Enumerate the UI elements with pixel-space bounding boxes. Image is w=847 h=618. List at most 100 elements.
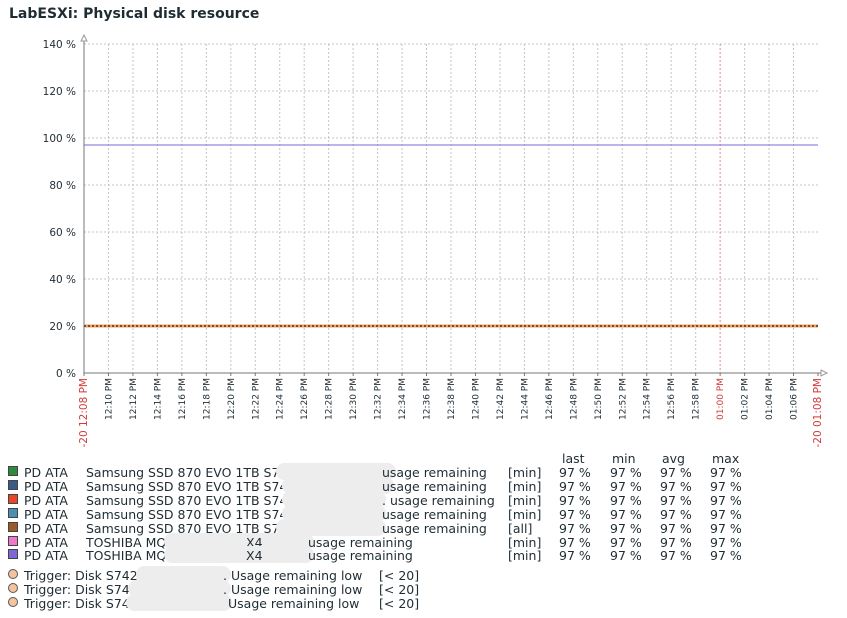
x-tick-label: 12:14 PM: [153, 378, 163, 420]
x-tick-label: 12:16 PM: [178, 378, 188, 420]
x-tick-label: 08-20 12:08 PM: [78, 378, 90, 448]
x-tick-label: 01:02 PM: [741, 378, 751, 420]
trigger-threshold: [< 20]: [379, 568, 420, 583]
trigger-label: Trigger: Disk S742: [24, 568, 138, 583]
x-tick-label: 12:50 PM: [594, 378, 604, 420]
legend-host: PD ATA: [24, 492, 68, 508]
redaction-mask: [126, 594, 232, 611]
legend-row: PD ATA Samsung SSD 870 EVO 1TB S74 . usage…: [8, 490, 768, 508]
trigger-row: Trigger: Disk S74 Usage remaining low [< 2…: [8, 594, 438, 611]
legend-host: PD ATA: [24, 534, 68, 550]
trigger-row: Trigger: Disk S742 . Usage remaining low […: [8, 566, 438, 583]
trigger-threshold: [< 20]: [379, 596, 420, 611]
legend-avg: 97 %: [660, 492, 692, 508]
x-tick-label: 12:48 PM: [569, 378, 579, 420]
legend-header-last: last: [562, 451, 585, 466]
legend-item-suffix: usage remaining: [382, 520, 487, 536]
x-tick-label: 12:38 PM: [447, 378, 457, 420]
redaction-mask: [282, 476, 394, 494]
legend-avg: 97 %: [660, 534, 692, 550]
legend-func: [all]: [508, 520, 533, 536]
legend-min: 97 %: [610, 478, 642, 494]
line-chart: 0 % 20 % 40 % 60 % 80 % 100 % 120 % 140 % 08-20 …: [43, 33, 829, 448]
trigger-icon: [8, 583, 18, 593]
x-tick-label: 12:46 PM: [545, 378, 555, 420]
trigger-row: Trigger: Disk S742 . Usage remaining low […: [8, 580, 438, 597]
legend-header-avg: avg: [662, 451, 685, 466]
y-tick-label: 0 %: [56, 368, 76, 380]
x-tick-label: 12:58 PM: [692, 378, 702, 420]
y-tick-label: 60 %: [49, 227, 76, 239]
legend-color-swatch: [8, 549, 18, 560]
x-tick-label: 12:12 PM: [129, 378, 139, 420]
x-axis-arrow: [820, 369, 829, 377]
redaction-mask: [282, 490, 386, 508]
redaction-mask: [282, 504, 386, 522]
legend-func: [min]: [508, 548, 542, 564]
legend-item-suffix: usage remaining: [308, 548, 413, 564]
legend-last: 97 %: [559, 492, 591, 508]
legend-avg: 97 %: [660, 478, 692, 494]
trigger-label: Trigger: Disk S74: [24, 596, 130, 611]
y-axis-arrow: [80, 33, 88, 42]
legend-min: 97 %: [610, 465, 642, 480]
legend-item-suffix: usage remaining: [308, 534, 413, 550]
legend-min: 97 %: [610, 492, 642, 508]
legend-func: [min]: [508, 478, 542, 494]
legend-item-name: TOSHIBA MQ: [86, 534, 167, 550]
legend-color-swatch: [8, 507, 18, 518]
legend-avg: 97 %: [660, 548, 692, 564]
trigger-icon: [8, 597, 18, 607]
legend-min: 97 %: [610, 520, 642, 536]
legend-item-mid: X4: [246, 534, 263, 550]
y-tick-label: 120 %: [43, 86, 76, 98]
x-tick-label: 01:06 PM: [790, 378, 800, 420]
x-tick-label: 12:56 PM: [667, 378, 677, 420]
legend-min: 97 %: [610, 534, 642, 550]
legend-min: 97 %: [610, 506, 642, 522]
x-tick-label: 12:44 PM: [520, 378, 530, 420]
y-tick-label: 40 %: [49, 274, 76, 286]
x-tick-label: 12:20 PM: [227, 378, 237, 420]
legend-item-name: Samsung SSD 870 EVO 1TB S74: [86, 492, 288, 508]
x-tick-label: 12:30 PM: [349, 378, 359, 420]
legend-item-mid: X4: [246, 548, 263, 564]
legend-color-swatch: [8, 521, 18, 532]
x-tick-label: 12:10 PM: [104, 378, 114, 420]
x-tick-label: 12:22 PM: [251, 378, 261, 420]
legend-last: 97 %: [559, 465, 591, 480]
y-tick-label: 140 %: [43, 39, 76, 51]
legend-row: PD ATA Samsung SSD 870 EVO 1TB S74 usage r…: [8, 504, 768, 522]
x-tick-label: 12:24 PM: [276, 378, 286, 420]
y-tick-label: 80 %: [49, 180, 76, 192]
graph-title: LabESXi: Physical disk resource: [9, 6, 260, 22]
legend-item-name: Samsung SSD 870 EVO 1TB S74: [86, 506, 288, 522]
x-tick-label: 12:34 PM: [398, 378, 408, 420]
legend-func: [min]: [508, 506, 542, 522]
legend-row: PD ATA Samsung SSD 870 EVO 1TB S74 usage r…: [8, 463, 768, 480]
legend-item-suffix: usage remaining: [382, 478, 487, 494]
legend-max: 97 %: [710, 520, 742, 536]
legend-last: 97 %: [559, 520, 591, 536]
legend-host: PD ATA: [24, 506, 68, 522]
legend-host: PD ATA: [24, 478, 68, 494]
y-tick-label: 100 %: [43, 133, 76, 145]
legend-item-suffix: usage remaining: [382, 465, 487, 480]
legend-last: 97 %: [559, 478, 591, 494]
legend-max: 97 %: [710, 534, 742, 550]
trigger-desc: . Usage remaining low: [223, 582, 363, 597]
legend-row: PD ATA TOSHIBA MQ X4 usage remaining [min] 97…: [8, 532, 768, 550]
legend-item-name: TOSHIBA MQC: [86, 548, 175, 564]
x-tick-label: 12:52 PM: [618, 378, 628, 420]
trigger-icon: [8, 569, 18, 579]
redaction-mask: [276, 518, 386, 536]
redaction-mask: [128, 580, 231, 597]
legend-row: PD ATA Samsung SSD 870 EVO 1TB S74 usage r…: [8, 476, 768, 494]
legend-max: 97 %: [710, 548, 742, 564]
legend-avg: 97 %: [660, 520, 692, 536]
legend-item-name: Samsung SSD 870 EVO 1TB S74: [86, 478, 288, 494]
trigger-desc: . Usage remaining low: [223, 568, 363, 583]
legend-host: PD ATA: [24, 465, 68, 480]
x-tick-label: 12:40 PM: [471, 378, 481, 420]
redaction-mask: [136, 566, 231, 583]
